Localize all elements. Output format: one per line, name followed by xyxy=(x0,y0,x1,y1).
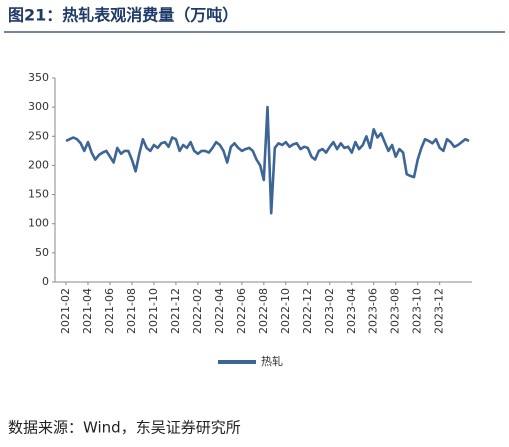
x-tick-label: 2023-08 xyxy=(389,288,402,334)
chart-title: 图21：热轧表观消费量（万吨） xyxy=(8,6,238,25)
y-tick-label: 300 xyxy=(28,100,49,113)
x-tick-label: 2023-04 xyxy=(345,288,358,334)
y-tick-label: 0 xyxy=(42,275,49,288)
x-tick-label: 2023-06 xyxy=(367,288,380,334)
y-tick-label: 200 xyxy=(28,158,49,171)
y-tick-label: 50 xyxy=(35,246,49,259)
x-tick-label: 2022-06 xyxy=(235,288,248,334)
x-tick-label: 2022-02 xyxy=(191,288,204,334)
x-tick-label: 2023-02 xyxy=(323,288,336,334)
x-tick-label: 2022-08 xyxy=(257,288,270,334)
x-tick-label: 2021-04 xyxy=(81,288,94,334)
y-tick-label: 100 xyxy=(28,217,49,230)
x-tick-label: 2021-06 xyxy=(103,288,116,334)
x-tick-label: 2023-10 xyxy=(411,288,424,334)
x-tick-label: 2022-12 xyxy=(301,288,314,334)
x-tick-label: 2021-08 xyxy=(125,288,138,334)
x-tick-label: 2021-12 xyxy=(169,288,182,334)
x-tick-label: 2021-10 xyxy=(147,288,160,334)
x-tick-label: 2022-10 xyxy=(279,288,292,334)
y-tick-label: 350 xyxy=(28,71,49,84)
x-tick-label: 2023-12 xyxy=(433,288,446,334)
y-tick-label: 250 xyxy=(28,129,49,142)
x-tick-label: 2021-02 xyxy=(59,288,72,334)
data-line xyxy=(65,105,470,215)
y-tick-label: 150 xyxy=(28,188,49,201)
legend-label: 热轧 xyxy=(261,354,283,368)
x-tick-label: 2022-04 xyxy=(213,288,226,334)
source-note: 数据来源：Wind，东吴证券研究所 xyxy=(8,419,241,437)
